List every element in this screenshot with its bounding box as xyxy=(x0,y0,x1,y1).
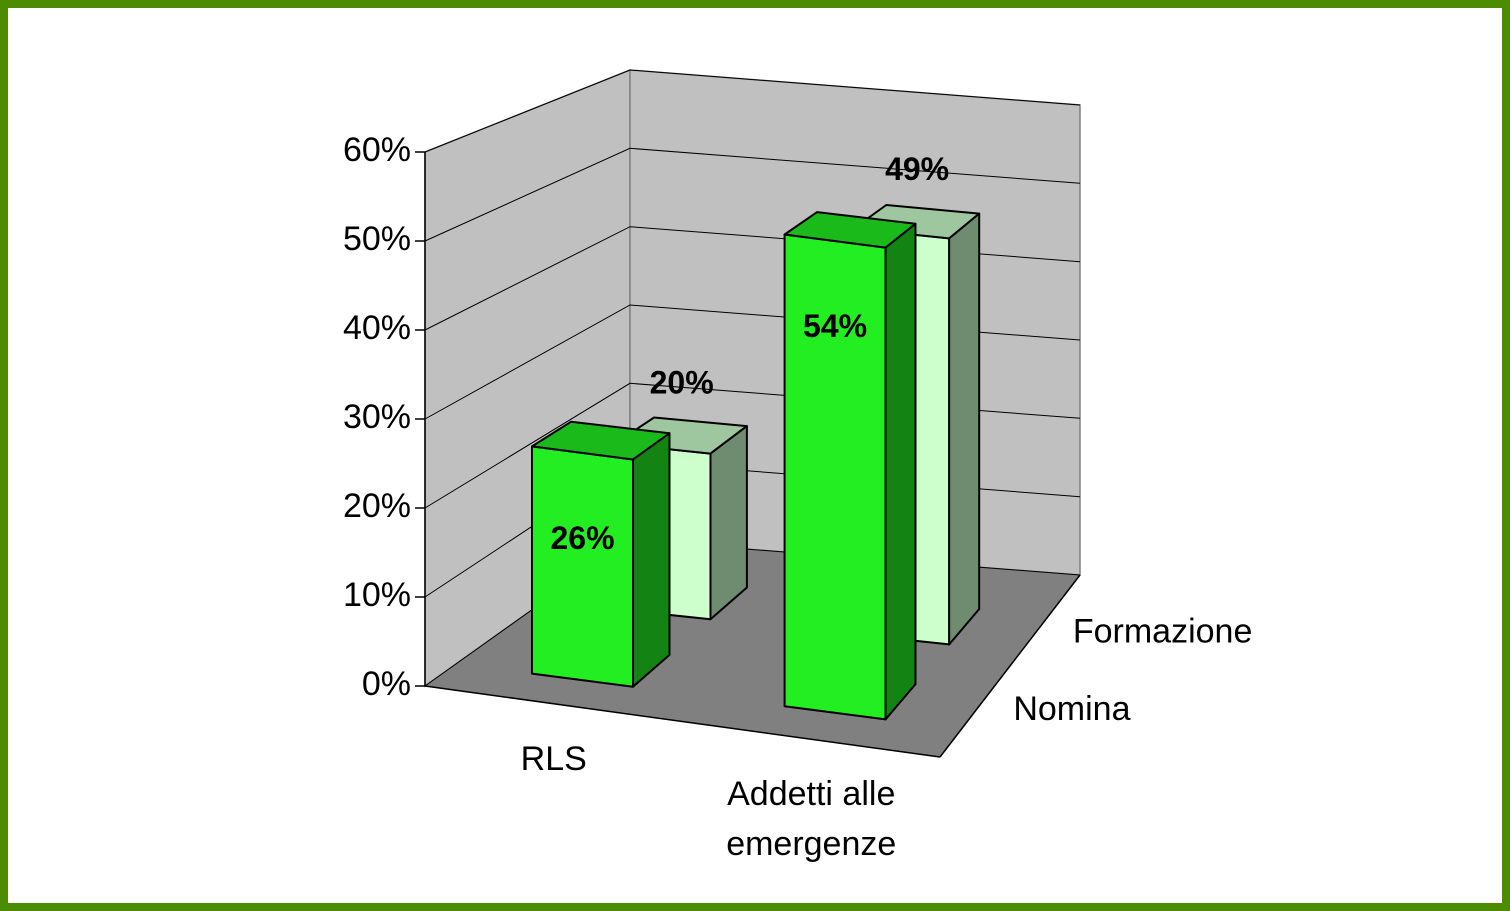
x-tick-label: RLS xyxy=(520,739,587,778)
data-label: 20% xyxy=(650,365,714,401)
bar-side xyxy=(884,222,917,721)
bar-side xyxy=(948,212,981,646)
grid-line xyxy=(424,147,1081,242)
y-tick-label: 0% xyxy=(362,665,411,703)
bar-side xyxy=(709,425,748,621)
x-axis xyxy=(424,685,941,758)
x-tick-label: Addetti alle emergenze xyxy=(726,775,897,864)
y-tick-label: 60% xyxy=(343,131,411,169)
depth-axis xyxy=(939,574,1081,758)
bar-front xyxy=(531,445,634,688)
data-label: 26% xyxy=(551,520,615,556)
y-tick-label: 40% xyxy=(343,309,411,347)
series-label: Nomina xyxy=(1013,690,1130,728)
y-tick-label: 30% xyxy=(343,398,411,436)
y-tick-label: 10% xyxy=(343,576,411,614)
y-tick-label: 20% xyxy=(343,487,411,525)
data-label: 49% xyxy=(885,151,949,187)
grid-line xyxy=(424,69,1081,153)
bar-side xyxy=(632,432,671,688)
series-label: Formazione xyxy=(1073,613,1253,651)
y-tick-label: 50% xyxy=(343,220,411,258)
data-label: 54% xyxy=(803,308,867,344)
